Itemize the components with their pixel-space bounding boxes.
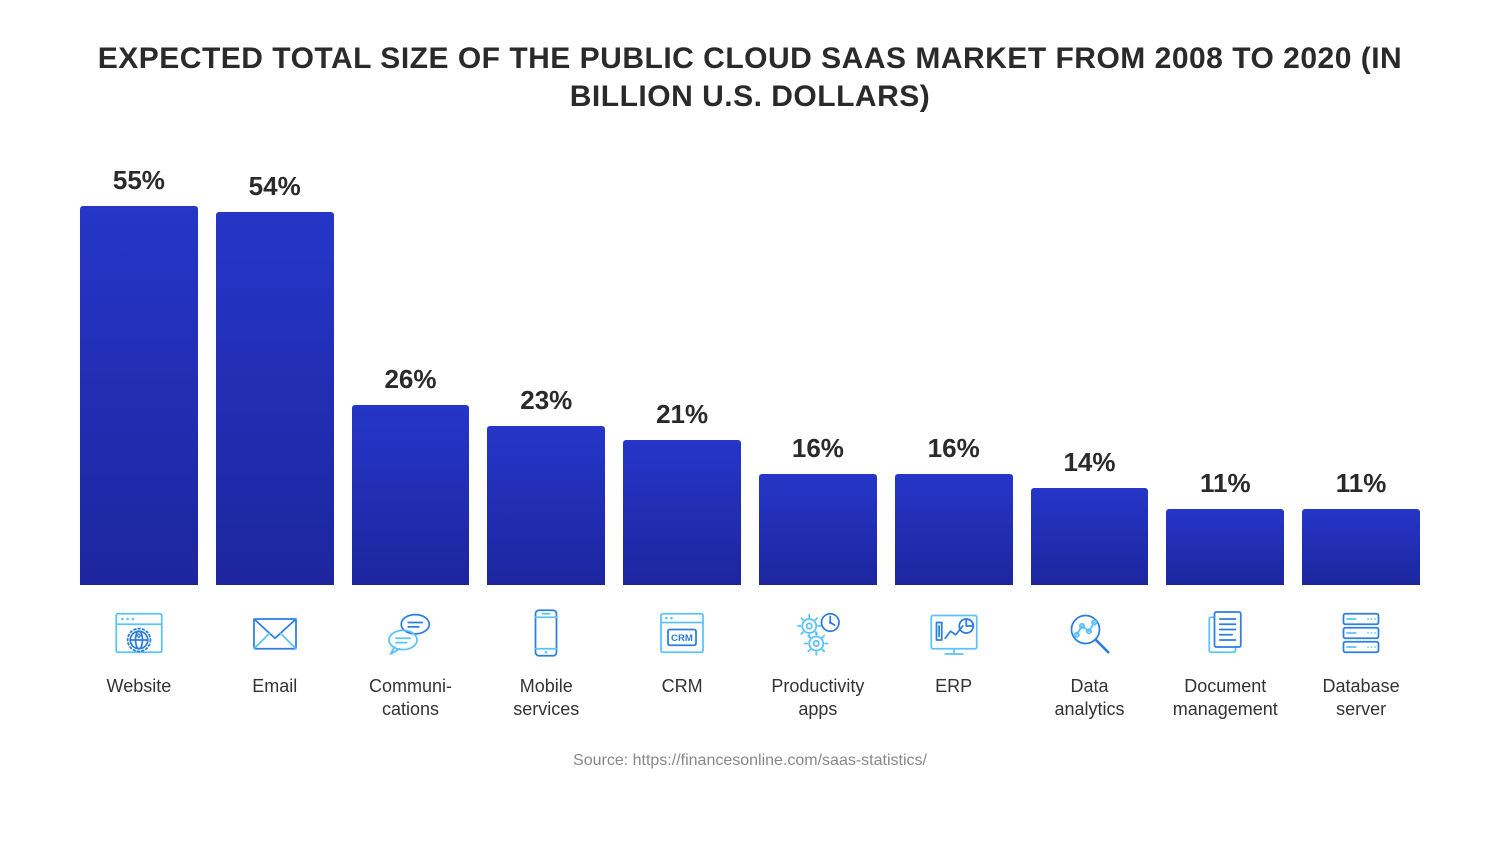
category-label: Communi-cations bbox=[352, 675, 470, 722]
bar-value-label: 14% bbox=[1063, 447, 1115, 478]
email-icon bbox=[216, 603, 334, 663]
bar-value-label: 11% bbox=[1200, 468, 1251, 499]
bar bbox=[487, 426, 605, 585]
category-label: ERP bbox=[895, 675, 1013, 722]
bar-value-label: 55% bbox=[113, 165, 165, 196]
category-label: CRM bbox=[623, 675, 741, 722]
bar-column: 11% bbox=[1166, 165, 1284, 585]
bar-value-label: 11% bbox=[1336, 468, 1387, 499]
category-label: Website bbox=[80, 675, 198, 722]
crm-icon: CRM bbox=[623, 603, 741, 663]
bar-value-label: 54% bbox=[249, 171, 301, 202]
source-citation: Source: https://financesonline.com/saas-… bbox=[60, 752, 1440, 770]
bar bbox=[1166, 509, 1284, 585]
bar-value-label: 23% bbox=[520, 385, 572, 416]
mobile-icon bbox=[487, 603, 605, 663]
bar bbox=[1302, 509, 1420, 585]
category-label: Email bbox=[216, 675, 334, 722]
bar-column: 16% bbox=[759, 165, 877, 585]
bar-column: 23% bbox=[487, 165, 605, 585]
svg-text:CRM: CRM bbox=[671, 633, 693, 644]
category-labels-row: Website Email Communi-cations Mobileservice… bbox=[60, 663, 1440, 722]
bar-column: 54% bbox=[216, 165, 334, 585]
bar bbox=[80, 206, 198, 585]
bar-column: 26% bbox=[352, 165, 470, 585]
bar bbox=[895, 474, 1013, 585]
icons-row: CRM bbox=[60, 585, 1440, 663]
analytics-icon bbox=[1031, 603, 1149, 663]
category-label: Dataanalytics bbox=[1031, 675, 1149, 722]
chart-title: EXPECTED TOTAL SIZE OF THE PUBLIC CLOUD … bbox=[60, 40, 1440, 115]
bar-value-label: 21% bbox=[656, 399, 708, 430]
bar-value-label: 16% bbox=[928, 433, 980, 464]
bar bbox=[1031, 488, 1149, 585]
bar bbox=[623, 440, 741, 585]
bar-column: 16% bbox=[895, 165, 1013, 585]
bar-chart: 55% 54% 26% 23% 21% 16% 16% 14% 11% 11% bbox=[60, 165, 1440, 585]
productivity-icon bbox=[759, 603, 877, 663]
bar-column: 55% bbox=[80, 165, 198, 585]
category-label: Mobileservices bbox=[487, 675, 605, 722]
bar bbox=[216, 212, 334, 585]
bar-column: 11% bbox=[1302, 165, 1420, 585]
bar-value-label: 16% bbox=[792, 433, 844, 464]
website-icon bbox=[80, 603, 198, 663]
category-label: Productivityapps bbox=[759, 675, 877, 722]
bar-column: 21% bbox=[623, 165, 741, 585]
bar bbox=[759, 474, 877, 585]
document-icon bbox=[1166, 603, 1284, 663]
bar-value-label: 26% bbox=[384, 364, 436, 395]
category-label: Databaseserver bbox=[1302, 675, 1420, 722]
communications-icon bbox=[352, 603, 470, 663]
category-label: Documentmanagement bbox=[1166, 675, 1284, 722]
database-icon bbox=[1302, 603, 1420, 663]
erp-icon bbox=[895, 603, 1013, 663]
bar-column: 14% bbox=[1031, 165, 1149, 585]
bar bbox=[352, 405, 470, 585]
